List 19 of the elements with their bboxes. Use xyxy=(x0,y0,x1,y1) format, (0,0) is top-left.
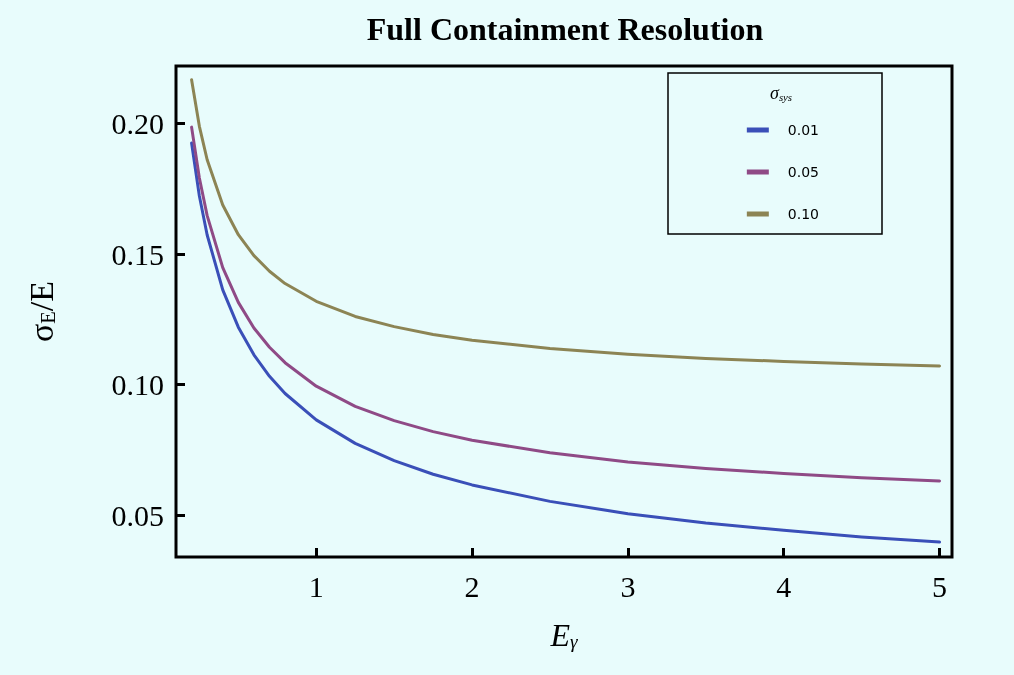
y-axis-title: σE/E xyxy=(22,281,60,342)
legend-label: 0.05 xyxy=(787,164,819,180)
line-series xyxy=(190,78,942,368)
y-tick-label: 0.05 xyxy=(111,498,164,532)
x-tick-label: 1 xyxy=(308,569,324,603)
chart-title: Full Containment Resolution xyxy=(366,11,764,47)
line-series xyxy=(190,141,942,544)
legend-title: σsys xyxy=(770,83,793,103)
x-axis-title: Eγ xyxy=(549,617,578,653)
x-tick-label: 2 xyxy=(464,569,480,603)
x-tick-label: 4 xyxy=(776,569,792,603)
y-tick-label: 0.15 xyxy=(111,237,164,271)
legend-label: 0.10 xyxy=(787,206,819,222)
y-tick-label: 0.10 xyxy=(111,368,164,402)
x-tick-label: 3 xyxy=(620,569,636,603)
y-tick-label: 0.20 xyxy=(111,106,164,140)
x-tick-label: 5 xyxy=(932,569,948,603)
line-series xyxy=(190,125,942,483)
legend-label: 0.01 xyxy=(787,122,819,138)
